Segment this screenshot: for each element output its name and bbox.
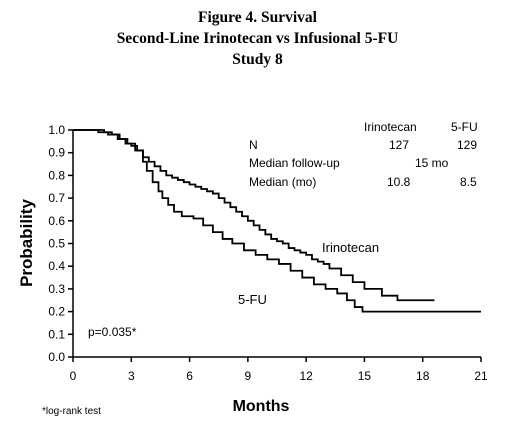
stats-median-label: Median (mo) (249, 175, 316, 189)
figure-title-line1: Figure 4. Survival (198, 9, 317, 26)
y-tick-label: 0.2 (48, 305, 65, 319)
stats-n-label: N (249, 138, 258, 152)
stats-followup-label: Median follow-up (249, 156, 340, 170)
y-tick-label: 0.1 (48, 327, 65, 341)
series-label-5fu: 5-FU (238, 292, 267, 307)
y-axis-label: Probability (17, 199, 36, 287)
x-tick-label: 6 (186, 369, 193, 383)
series-line-irinotecan (73, 129, 435, 302)
x-tick-label: 9 (245, 369, 252, 383)
x-tick-label: 12 (299, 369, 313, 383)
stats-median-5fu: 8.5 (460, 175, 477, 189)
y-tick-label: 0.9 (48, 146, 65, 160)
x-tick-label: 15 (358, 369, 372, 383)
stats-header-irinotecan: Irinotecan (364, 120, 417, 134)
figure-title-line3: Study 8 (232, 51, 283, 68)
y-tick-label: 1.0 (48, 123, 65, 137)
footnote: *log-rank test (42, 406, 101, 417)
y-tick-label: 0.8 (48, 168, 65, 182)
y-tick-label: 0.3 (48, 282, 65, 296)
stats-median-irinotecan: 10.8 (387, 175, 411, 189)
x-tick-label: 3 (128, 369, 135, 383)
x-tick-label: 18 (416, 369, 430, 383)
x-tick-label: 0 (70, 369, 77, 383)
stats-n-5fu: 129 (457, 138, 477, 152)
figure-title-line2: Second-Line Irinotecan vs Infusional 5-F… (116, 30, 399, 47)
y-tick-label: 0.0 (48, 350, 65, 364)
stats-n-irinotecan: 127 (389, 138, 409, 152)
x-tick-label: 21 (474, 369, 488, 383)
stats-followup-value: 15 mo (415, 156, 449, 170)
stats-header-5fu: 5-FU (451, 120, 478, 134)
pvalue-annotation: p=0.035* (88, 325, 137, 339)
series-line-5-fu (73, 129, 481, 313)
x-axis-label: Months (233, 398, 290, 415)
y-tick-label: 0.4 (48, 259, 65, 273)
y-tick-label: 0.7 (48, 191, 65, 205)
y-tick-label: 0.6 (48, 214, 65, 228)
series-label-irinotecan: Irinotecan (322, 240, 379, 255)
y-tick-label: 0.5 (48, 237, 65, 251)
